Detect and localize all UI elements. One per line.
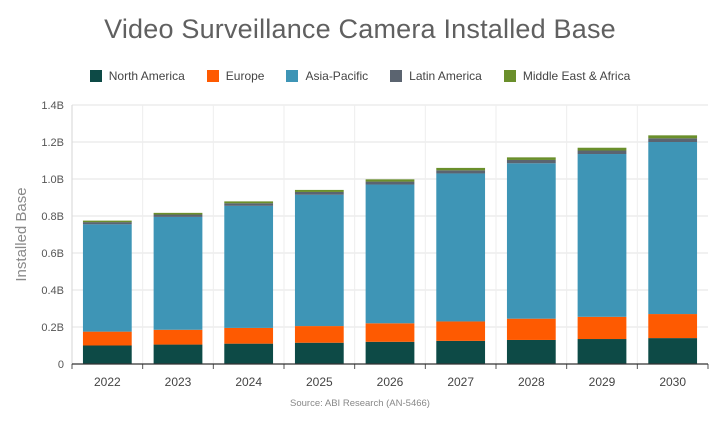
legend-swatch: [206, 70, 219, 82]
bar-north-america-2022: [82, 345, 132, 364]
bar-latin-america-2023: [153, 214, 203, 217]
legend-item-north-america[interactable]: North America: [89, 69, 185, 83]
bar-latin-america-2024: [224, 203, 274, 206]
y-tick-label: 1.0B: [41, 174, 64, 186]
bar-latin-america-2022: [82, 222, 132, 225]
bar-middle-east-africa-2027: [436, 167, 486, 171]
bar-europe-2030: [648, 314, 698, 339]
x-tick-label: 2022: [94, 375, 121, 389]
bar-north-america-2024: [224, 343, 274, 364]
x-tick-label: 2028: [518, 375, 545, 389]
bar-europe-2025: [294, 326, 344, 343]
bar-latin-america-2029: [577, 150, 627, 155]
bar-asia-pacific-2022: [82, 224, 132, 332]
bar-middle-east-africa-2028: [506, 157, 556, 160]
bar-middle-east-africa-2026: [365, 179, 415, 182]
legend-label: Asia-Pacific: [305, 69, 369, 83]
bar-north-america-2029: [577, 339, 627, 364]
bar-europe-2027: [436, 321, 486, 341]
legend-swatch: [286, 70, 299, 82]
x-tick-label: 2024: [235, 375, 262, 389]
bar-asia-pacific-2026: [365, 184, 415, 324]
y-tick-label: 0.8B: [41, 211, 64, 223]
bar-asia-pacific-2024: [224, 205, 274, 328]
bar-latin-america-2026: [365, 181, 415, 185]
legend-swatch: [89, 70, 102, 82]
legend-label: North America: [108, 69, 185, 83]
bar-europe-2028: [506, 318, 556, 340]
x-tick-label: 2027: [447, 375, 474, 389]
x-tick-label: 2030: [659, 375, 686, 389]
bar-north-america-2028: [506, 339, 556, 364]
bar-north-america-2026: [365, 341, 415, 364]
x-tick-label: 2025: [306, 375, 333, 389]
bar-asia-pacific-2025: [294, 194, 344, 327]
legend-item-europe[interactable]: Europe: [206, 69, 265, 83]
bar-latin-america-2027: [436, 170, 486, 174]
bar-middle-east-africa-2025: [294, 189, 344, 192]
x-tick-label: 2023: [165, 375, 192, 389]
bar-asia-pacific-2028: [506, 163, 556, 319]
bar-asia-pacific-2029: [577, 154, 627, 317]
bar-north-america-2023: [153, 344, 203, 364]
bar-asia-pacific-2027: [436, 173, 486, 322]
y-tick-label: 1.2B: [41, 137, 64, 149]
bar-middle-east-africa-2022: [82, 220, 132, 223]
bar-europe-2022: [82, 331, 132, 346]
bar-middle-east-africa-2024: [224, 201, 274, 204]
legend-item-latin-america[interactable]: Latin America: [390, 69, 482, 83]
y-tick-label: 0: [58, 359, 64, 371]
bar-europe-2023: [153, 329, 203, 345]
x-tick-label: 2026: [377, 375, 404, 389]
chart-legend: North America Europe Asia-Pacific Latin Ame…: [0, 69, 720, 83]
legend-item-asia-pacific[interactable]: Asia-Pacific: [286, 69, 368, 83]
bar-middle-east-africa-2030: [648, 135, 698, 139]
y-tick-label: 0.6B: [41, 248, 64, 260]
chart-title: Video Surveillance Camera Installed Base: [104, 14, 616, 44]
y-axis-title: Installed Base: [13, 187, 30, 281]
bar-latin-america-2025: [294, 191, 344, 195]
legend-swatch: [390, 70, 403, 82]
bar-latin-america-2030: [648, 138, 698, 142]
bar-asia-pacific-2023: [153, 216, 203, 330]
bar-asia-pacific-2030: [648, 142, 698, 315]
x-tick-label: 2029: [589, 375, 616, 389]
legend-swatch: [503, 70, 516, 82]
y-tick-label: 0.4B: [41, 285, 64, 297]
bar-middle-east-africa-2029: [577, 147, 627, 151]
bar-europe-2026: [365, 323, 415, 342]
y-tick-label: 0.2B: [41, 322, 64, 334]
source-note: Source: ABI Research (AN-5466): [290, 398, 430, 409]
legend-label: Europe: [225, 69, 265, 83]
y-tick-label: 1.4B: [41, 100, 64, 112]
bar-middle-east-africa-2023: [153, 212, 203, 215]
bar-europe-2029: [577, 316, 627, 340]
bar-latin-america-2028: [506, 159, 556, 164]
bar-north-america-2027: [436, 340, 486, 364]
bar-europe-2024: [224, 327, 274, 344]
legend-label: Latin America: [409, 69, 482, 83]
legend-label: Middle East & Africa: [522, 69, 631, 83]
bar-north-america-2025: [294, 342, 344, 364]
legend-item-middle-east-africa[interactable]: Middle East & Africa: [503, 69, 631, 83]
bar-north-america-2030: [648, 338, 698, 364]
